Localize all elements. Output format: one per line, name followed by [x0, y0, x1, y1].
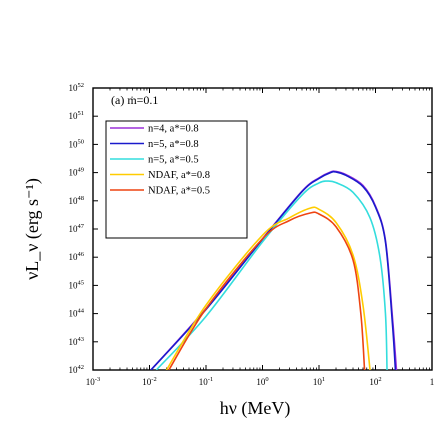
- x-tick-label: 101: [313, 376, 325, 387]
- series-line-2: [150, 170, 397, 370]
- x-tick-label: 10-2: [142, 376, 156, 387]
- y-tick-label: 1049: [69, 167, 85, 178]
- y-tick-label: 1052: [69, 82, 85, 93]
- y-tick-label: 1046: [69, 251, 85, 262]
- legend-label: n=5, a*=0.5: [148, 155, 199, 166]
- legend: n=4, a*=0.8 n=5, a*=0.8 n=5, a*=0.5 NDAF, a…: [105, 120, 248, 239]
- x-tick-labels: 10-3 10-2 10-1 100 101 102 1: [86, 376, 434, 387]
- series-line-4: [165, 206, 371, 370]
- x-tick-label: 1: [430, 377, 435, 387]
- series-line-5: [168, 211, 366, 370]
- legend-label: n=4, a*=0.8: [148, 124, 199, 135]
- x-tick-label: 102: [369, 376, 381, 387]
- x-tick-label: 100: [256, 376, 268, 387]
- legend-items: n=4, a*=0.8 n=5, a*=0.8 n=5, a*=0.5 NDAF, a…: [110, 124, 210, 197]
- legend-label: NDAF, a*=0.5: [148, 186, 210, 197]
- y-tick-label: 1050: [69, 138, 85, 149]
- y-axis-title: νL_ν (erg s⁻¹): [22, 178, 43, 280]
- y-tick-label: 1044: [69, 308, 85, 319]
- series-lines: [150, 170, 398, 370]
- legend-label: n=5, a*=0.8: [148, 139, 199, 150]
- y-tick-label: 1051: [69, 110, 85, 121]
- series-line-3: [155, 180, 388, 370]
- panel-label: (a) ṁ=0.1: [111, 93, 158, 107]
- x-tick-label: 10-3: [86, 376, 100, 387]
- y-tick-label: 1047: [69, 223, 85, 234]
- x-tick-label: 10-1: [199, 376, 213, 387]
- y-tick-label: 1043: [69, 336, 85, 347]
- y-tick-label: 1042: [69, 364, 85, 375]
- axis-ticks: [92, 87, 433, 371]
- x-axis-title: hν (MeV): [220, 398, 291, 419]
- y-tick-labels: 1042 1043 1044 1045 1046 1047 1048 1049 1050 1051…: [69, 82, 85, 375]
- y-tick-label: 1045: [69, 279, 85, 290]
- legend-box: [105, 120, 248, 239]
- y-tick-label: 1048: [69, 195, 85, 206]
- legend-label: NDAF, a*=0.8: [148, 170, 210, 181]
